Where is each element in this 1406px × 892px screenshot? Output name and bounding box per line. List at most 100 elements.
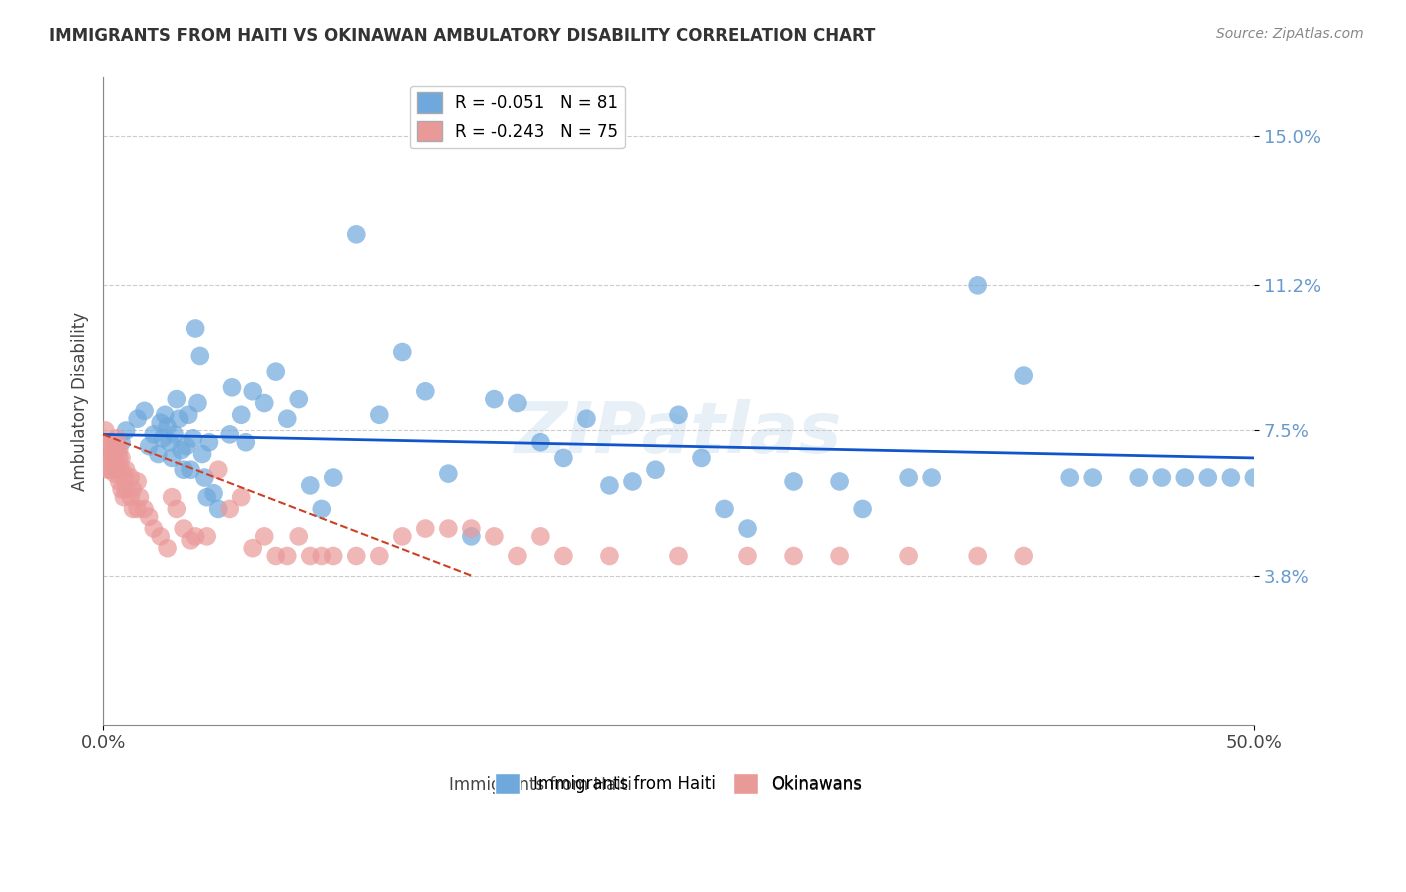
Point	[110, 483, 132, 497]
Point	[460, 522, 482, 536]
Point	[484, 392, 506, 406]
Point	[188, 349, 211, 363]
Point	[166, 392, 188, 406]
Point	[184, 529, 207, 543]
Point	[311, 502, 333, 516]
Point	[149, 529, 172, 543]
Point	[231, 408, 253, 422]
Point	[311, 549, 333, 563]
Point	[97, 463, 120, 477]
Point	[181, 431, 204, 445]
Point	[253, 396, 276, 410]
Point	[98, 463, 121, 477]
Point	[156, 541, 179, 556]
Point	[1012, 368, 1035, 383]
Point	[782, 475, 804, 489]
Point	[437, 522, 460, 536]
Point	[897, 470, 920, 484]
Point	[235, 435, 257, 450]
Point	[344, 227, 367, 242]
Point	[1174, 470, 1197, 484]
Point	[129, 490, 152, 504]
Point	[668, 408, 690, 422]
Point	[322, 549, 344, 563]
Point	[101, 439, 124, 453]
Point	[644, 463, 666, 477]
Point	[1059, 470, 1081, 484]
Point	[108, 463, 131, 477]
Y-axis label: Ambulatory Disability: Ambulatory Disability	[72, 311, 89, 491]
Point	[299, 478, 322, 492]
Point	[98, 435, 121, 450]
Point	[344, 549, 367, 563]
Point	[1150, 470, 1173, 484]
Point	[737, 522, 759, 536]
Point	[152, 431, 174, 445]
Text: IMMIGRANTS FROM HAITI VS OKINAWAN AMBULATORY DISABILITY CORRELATION CHART: IMMIGRANTS FROM HAITI VS OKINAWAN AMBULA…	[49, 27, 876, 45]
Point	[415, 384, 437, 399]
Point	[94, 435, 117, 450]
Point	[110, 435, 132, 450]
Point	[174, 439, 197, 453]
Point	[242, 384, 264, 399]
Point	[368, 549, 391, 563]
Point	[207, 463, 229, 477]
Point	[264, 549, 287, 563]
Point	[553, 450, 575, 465]
Point	[1358, 581, 1381, 595]
Point	[101, 463, 124, 477]
Point	[127, 411, 149, 425]
Point	[173, 463, 195, 477]
Text: Immigrants from Haiti: Immigrants from Haiti	[449, 776, 631, 795]
Point	[148, 447, 170, 461]
Point	[1128, 470, 1150, 484]
Point	[1334, 470, 1357, 484]
Point	[170, 443, 193, 458]
Point	[163, 427, 186, 442]
Point	[122, 502, 145, 516]
Point	[690, 450, 713, 465]
Point	[108, 475, 131, 489]
Point	[264, 365, 287, 379]
Point	[231, 490, 253, 504]
Point	[1219, 470, 1241, 484]
Point	[127, 502, 149, 516]
Point	[218, 502, 240, 516]
Text: ZIPatlas: ZIPatlas	[515, 399, 842, 468]
Point	[1312, 470, 1334, 484]
Point	[299, 549, 322, 563]
Point	[218, 427, 240, 442]
Point	[737, 549, 759, 563]
Point	[1243, 470, 1265, 484]
Point	[1289, 470, 1312, 484]
Text: Source: ZipAtlas.com: Source: ZipAtlas.com	[1216, 27, 1364, 41]
Point	[1012, 549, 1035, 563]
Point	[98, 450, 121, 465]
Point	[155, 408, 177, 422]
Point	[115, 424, 138, 438]
Point	[713, 502, 735, 516]
Point	[122, 483, 145, 497]
Point	[195, 529, 218, 543]
Point	[1081, 470, 1104, 484]
Point	[202, 486, 225, 500]
Point	[460, 529, 482, 543]
Point	[621, 475, 644, 489]
Point	[242, 541, 264, 556]
Point	[287, 529, 309, 543]
Point	[149, 416, 172, 430]
Point	[828, 549, 851, 563]
Point	[104, 443, 127, 458]
Point	[921, 470, 943, 484]
Point	[105, 443, 128, 458]
Point	[506, 396, 529, 410]
Point	[101, 450, 124, 465]
Point	[142, 427, 165, 442]
Point	[180, 463, 202, 477]
Point	[368, 408, 391, 422]
Point	[177, 408, 200, 422]
Point	[506, 549, 529, 563]
Point	[207, 502, 229, 516]
Point	[191, 447, 214, 461]
Point	[322, 470, 344, 484]
